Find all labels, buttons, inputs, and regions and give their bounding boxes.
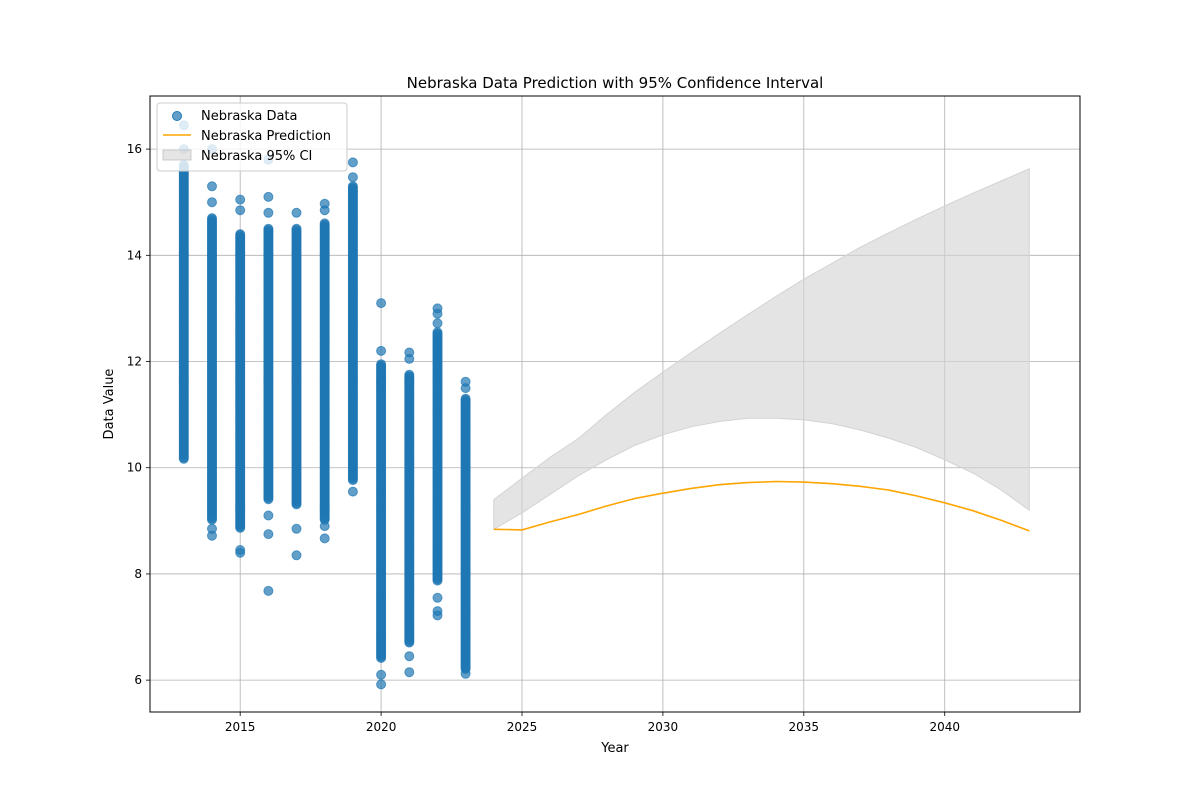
legend-box [156, 102, 348, 172]
data-point [432, 592, 443, 603]
data-point [235, 522, 246, 533]
data-point [207, 181, 217, 192]
legend-label-prediction: Nebraska Prediction [201, 129, 331, 144]
data-point [404, 347, 415, 358]
data-point [347, 486, 358, 497]
data-point [460, 668, 471, 679]
y-tick-label: 6 [134, 673, 142, 687]
x-tick-label: 2020 [366, 720, 397, 734]
y-tick-label: 8 [134, 567, 142, 581]
x-tick-label: 2025 [507, 720, 538, 734]
data-point [207, 197, 217, 208]
data-point [178, 453, 189, 464]
data-point [432, 318, 443, 329]
grid [150, 96, 1080, 712]
plot-frame [149, 95, 1081, 713]
legend-marker-data [172, 111, 182, 121]
data-point [207, 514, 217, 525]
data-point [291, 523, 302, 534]
data-point [404, 637, 415, 648]
y-tick-label: 10 [127, 461, 142, 475]
data-point [263, 191, 274, 202]
data-point [347, 157, 358, 168]
data-point [319, 533, 330, 544]
data-point [376, 679, 387, 690]
data-point [432, 303, 443, 314]
x-tick-label: 2030 [648, 720, 679, 734]
y-axis-label: Data Value [102, 369, 117, 440]
ticks: 2015 2020 2025 2030 2035 2040 6 8 10 12 14 16 [127, 142, 960, 734]
data-point [432, 575, 443, 586]
data-point [207, 523, 217, 534]
y-tick-label: 16 [127, 142, 142, 156]
data-point [404, 651, 415, 662]
data-point [319, 198, 330, 209]
data-point [263, 207, 274, 218]
data-point [319, 521, 330, 532]
data-point [263, 585, 274, 596]
y-tick-label: 12 [127, 355, 142, 369]
data-point [263, 494, 274, 505]
data-point [263, 510, 274, 521]
chart-title: Nebraska Data Prediction with 95% Confid… [407, 74, 824, 92]
data-point [235, 545, 246, 555]
data-point [235, 205, 246, 216]
data-point [460, 376, 471, 387]
scatter-points [178, 120, 471, 690]
data-point [291, 207, 302, 218]
x-axis-label: Year [600, 741, 629, 756]
legend-label-ci: Nebraska 95% CI [201, 149, 312, 164]
data-point [291, 499, 302, 510]
legend: Nebraska Data Nebraska Prediction Nebras… [156, 102, 348, 172]
data-point [432, 606, 443, 617]
ci-band-area [493, 168, 1030, 531]
legend-marker-ci [162, 149, 192, 161]
data-point [291, 550, 302, 561]
data-point [263, 529, 274, 540]
prediction-line-path [493, 480, 1030, 532]
x-tick-label: 2015 [225, 720, 256, 734]
legend-label-data: Nebraska Data [201, 109, 298, 124]
data-point [347, 475, 358, 486]
x-tick-label: 2035 [789, 720, 820, 734]
data-point [404, 667, 415, 678]
data-point [376, 298, 387, 309]
prediction-line [493, 480, 1030, 532]
data-point [376, 653, 387, 663]
y-tick-label: 14 [127, 248, 142, 262]
data-point [376, 345, 387, 356]
x-tick-label: 2040 [929, 720, 960, 734]
data-point [347, 172, 358, 183]
confidence-band [493, 168, 1030, 531]
data-point [235, 194, 246, 205]
data-point [376, 669, 387, 680]
